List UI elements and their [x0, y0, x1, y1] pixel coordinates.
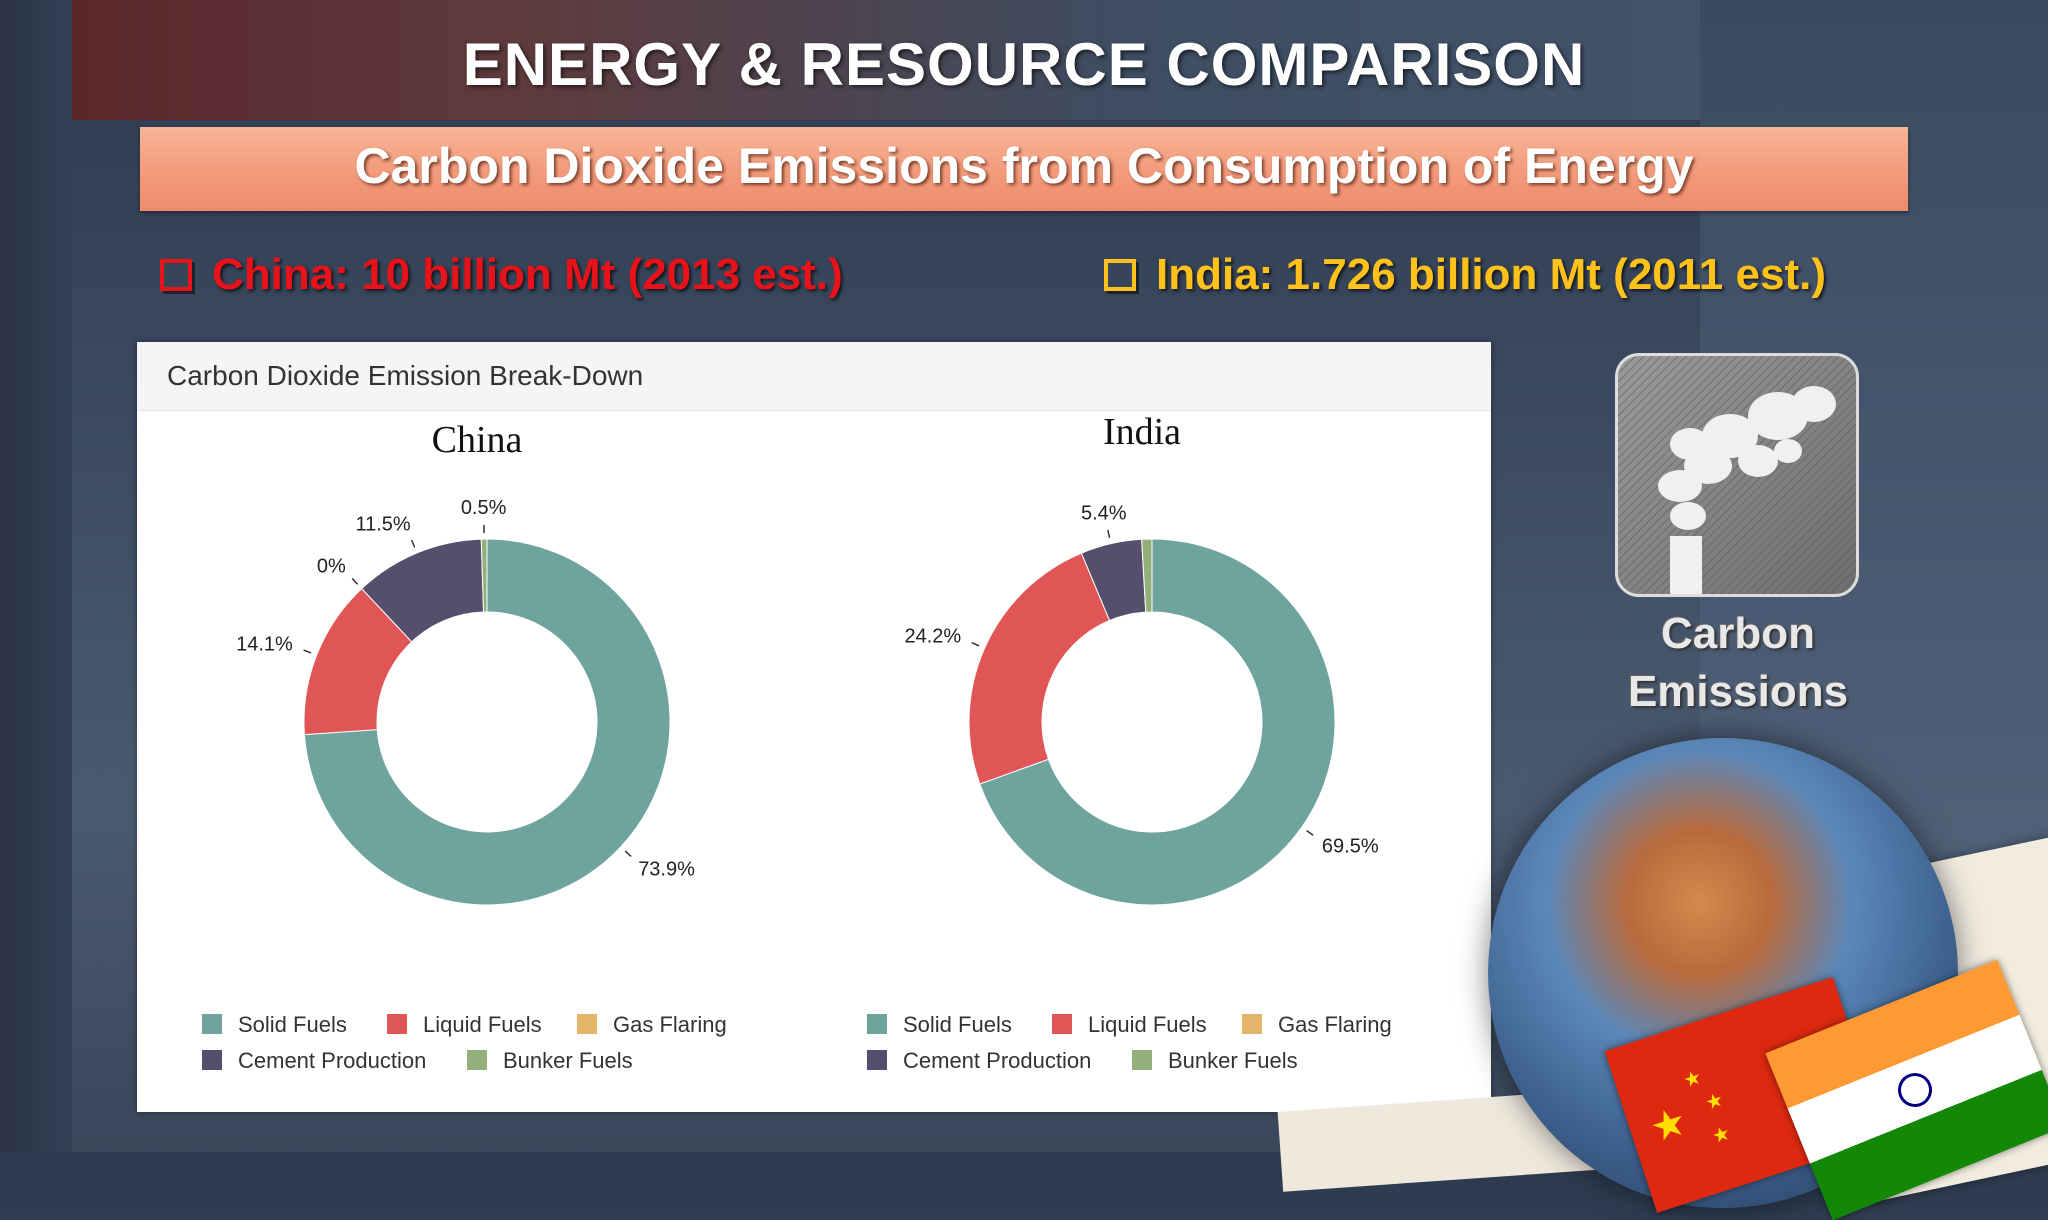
data-label-leader	[1307, 831, 1314, 836]
legend-label: Cement Production	[238, 1048, 426, 1073]
legend-label: Bunker Fuels	[1168, 1048, 1298, 1073]
checkbox-bullet-icon	[1104, 259, 1136, 291]
legend-swatch	[467, 1050, 487, 1070]
chart-panel: Carbon Dioxide Emission Break-Down China…	[137, 342, 1491, 1112]
data-label: 14.1%	[236, 633, 293, 655]
carbon-emissions-label: Carbon Emissions	[1580, 605, 1896, 721]
india-stat: India: 1.726 billion Mt (2011 est.)	[1104, 250, 1826, 300]
legend-label: Liquid Fuels	[423, 1012, 542, 1037]
legend-swatch	[1052, 1014, 1072, 1034]
china-stat-text: China: 10 billion Mt (2013 est.)	[212, 250, 843, 300]
data-label: 24.2%	[905, 625, 962, 647]
donut-charts: China 73.9% 14.1% 0% 11.5% 0.5% Solid Fuels Liq…	[137, 342, 1491, 1112]
chart-title: India	[1103, 411, 1181, 453]
legend-label: Gas Flaring	[613, 1012, 727, 1037]
slide-title: ENERGY & RESOURCE COMPARISON	[0, 30, 2048, 99]
legend-label: Cement Production	[903, 1048, 1091, 1073]
legend-label: Solid Fuels	[238, 1012, 347, 1037]
legend-swatch	[387, 1014, 407, 1034]
china-stat: China: 10 billion Mt (2013 est.)	[160, 250, 843, 300]
flag-star-icon: ★	[1707, 1114, 1736, 1158]
chart-title: China	[432, 419, 523, 461]
icon-label-line2: Emissions	[1580, 663, 1896, 721]
legend-swatch	[867, 1050, 887, 1070]
checkbox-bullet-icon	[160, 259, 192, 291]
donut-slice-liquid-fuels	[969, 553, 1110, 784]
ashoka-chakra-icon	[1893, 1068, 1937, 1112]
icon-label-line1: Carbon	[1580, 605, 1896, 663]
legend-label: Bunker Fuels	[503, 1048, 633, 1073]
data-label: 0.5%	[461, 497, 507, 519]
legend-swatch	[202, 1050, 222, 1070]
legend-swatch	[1132, 1050, 1152, 1070]
data-label-leader	[972, 643, 979, 646]
data-label: 0%	[317, 555, 346, 577]
legend-swatch	[577, 1014, 597, 1034]
data-label-leader	[304, 650, 311, 653]
flag-star-icon: ★	[1645, 1101, 1691, 1150]
india-stat-text: India: 1.726 billion Mt (2011 est.)	[1156, 250, 1826, 300]
legend-label: Solid Fuels	[903, 1012, 1012, 1037]
legend-swatch	[867, 1014, 887, 1034]
subtitle-band: Carbon Dioxide Emissions from Consumptio…	[140, 127, 1908, 211]
slide-subtitle: Carbon Dioxide Emissions from Consumptio…	[140, 137, 1908, 195]
data-label: 73.9%	[638, 859, 695, 881]
data-label: 69.5%	[1322, 836, 1379, 858]
background-strip-left	[0, 0, 72, 1152]
data-label: 5.4%	[1081, 502, 1127, 524]
legend-label: Liquid Fuels	[1088, 1012, 1207, 1037]
carbon-emissions-icon	[1615, 353, 1859, 597]
data-label-leader	[1108, 530, 1110, 538]
data-label-leader	[625, 851, 631, 856]
legend-swatch	[1242, 1014, 1262, 1034]
legend-swatch	[202, 1014, 222, 1034]
legend-label: Gas Flaring	[1278, 1012, 1392, 1037]
data-label: 11.5%	[355, 513, 410, 535]
data-label-leader	[412, 540, 415, 547]
data-label-leader	[352, 578, 357, 584]
